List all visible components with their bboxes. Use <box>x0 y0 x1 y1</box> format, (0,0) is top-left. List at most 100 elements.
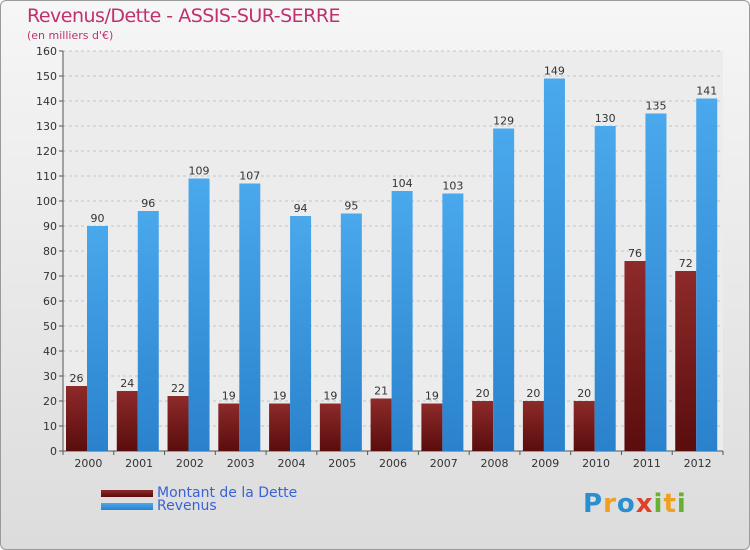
chart-subtitle: (en milliers d'€) <box>27 29 114 42</box>
data-label-debt: 72 <box>679 257 693 270</box>
axes: 0 10 20 30 40 50 60 70 80 90 100 110 120 130 140 150 160… <box>36 45 724 470</box>
bar-revenus <box>594 126 616 451</box>
data-label-revenus: 135 <box>645 100 666 113</box>
bar-debt <box>573 401 595 451</box>
bar-debt <box>675 271 697 451</box>
legend-swatch-debt <box>101 490 153 497</box>
chart-title: Revenus/Dette - ASSIS-SUR-SERRE <box>27 5 341 27</box>
y-tick-label: 160 <box>36 45 57 58</box>
x-tick-label: 2008 <box>481 457 509 470</box>
bar-debt <box>472 401 494 451</box>
x-tick-label: 2007 <box>430 457 458 470</box>
bar-debt <box>66 386 87 451</box>
x-tick-label: 2012 <box>684 457 712 470</box>
y-tick-label: 60 <box>43 295 57 308</box>
x-tick-label: 2005 <box>328 457 356 470</box>
data-label-revenus: 107 <box>239 170 260 183</box>
y-tick-label: 130 <box>36 120 57 133</box>
proxiti-logo: Proxiti <box>583 489 687 519</box>
y-tick-label: 120 <box>36 145 57 158</box>
bar-revenus <box>188 178 210 451</box>
y-tick-label: 0 <box>50 445 57 458</box>
x-tick-label: 2000 <box>74 457 102 470</box>
bar-revenus <box>442 193 464 451</box>
bar-revenus <box>137 211 159 451</box>
data-label-debt: 21 <box>374 385 388 398</box>
bar-revenus <box>290 216 312 451</box>
data-label-debt: 26 <box>70 372 84 385</box>
y-tick-label: 100 <box>36 195 57 208</box>
bar-revenus <box>645 113 667 451</box>
x-tick-label: 2006 <box>379 457 407 470</box>
x-tick-label: 2011 <box>633 457 661 470</box>
y-tick-label: 20 <box>43 395 57 408</box>
bar-revenus <box>493 128 515 451</box>
x-tick-label: 2003 <box>227 457 255 470</box>
bar-debt <box>421 403 443 451</box>
logo-letter: P <box>583 489 604 519</box>
bar-debt <box>319 403 341 451</box>
bar-debt <box>522 401 544 451</box>
bar-debt <box>116 391 138 451</box>
y-tick-label: 110 <box>36 170 57 183</box>
logo-letter: x <box>635 489 654 519</box>
x-tick-label: 2004 <box>277 457 305 470</box>
y-tick-label: 10 <box>43 420 57 433</box>
legend-label-revenus: Revenus <box>157 498 217 514</box>
logo-letter: i <box>676 489 687 519</box>
x-tick-label: 2010 <box>582 457 610 470</box>
data-label-debt: 20 <box>476 387 490 400</box>
data-label-revenus: 94 <box>294 202 308 215</box>
data-label-revenus: 109 <box>189 165 210 178</box>
y-tick-label: 30 <box>43 370 57 383</box>
data-label-debt: 19 <box>425 390 439 403</box>
logo-letter: i <box>653 489 664 519</box>
bar-debt <box>218 403 240 451</box>
data-label-debt: 19 <box>323 390 337 403</box>
bar-debt <box>167 396 189 451</box>
y-tick-label: 150 <box>36 70 57 83</box>
y-tick-label: 140 <box>36 95 57 108</box>
bar-revenus <box>391 191 413 451</box>
data-label-revenus: 149 <box>544 65 565 78</box>
bar-revenus <box>87 226 108 451</box>
bar-revenus <box>239 183 261 451</box>
legend-swatch-revenus <box>101 503 153 510</box>
data-label-revenus: 104 <box>392 177 413 190</box>
logo-letter: t <box>663 489 677 519</box>
data-label-debt: 22 <box>171 382 185 395</box>
bar-debt <box>370 398 392 451</box>
data-label-debt: 20 <box>526 387 540 400</box>
data-label-revenus: 90 <box>91 212 105 225</box>
legend-label-debt: Montant de la Dette <box>157 485 298 501</box>
bar-debt <box>624 261 646 451</box>
bar-revenus <box>340 213 362 451</box>
logo-letter: o <box>616 489 636 519</box>
data-labels: 26 90 24 96 22 109 19 107 19 94 19 95 21 104 19 103 20 12… <box>70 65 718 403</box>
data-label-debt: 19 <box>273 390 287 403</box>
data-label-revenus: 129 <box>493 115 514 128</box>
bar-revenus <box>543 78 565 451</box>
data-label-revenus: 95 <box>344 200 358 213</box>
data-label-revenus: 130 <box>595 112 616 125</box>
x-tick-label: 2001 <box>125 457 153 470</box>
y-tick-label: 40 <box>43 345 57 358</box>
x-tick-label: 2009 <box>531 457 559 470</box>
x-tick-label: 2002 <box>176 457 204 470</box>
bar-revenus <box>696 98 718 451</box>
data-label-revenus: 141 <box>696 85 717 98</box>
data-label-debt: 76 <box>628 247 642 260</box>
bar-debt <box>269 403 291 451</box>
data-label-debt: 24 <box>120 377 134 390</box>
logo-letter: r <box>603 489 617 519</box>
y-tick-label: 50 <box>43 320 57 333</box>
data-label-debt: 19 <box>222 390 236 403</box>
y-tick-label: 90 <box>43 220 57 233</box>
data-label-debt: 20 <box>577 387 591 400</box>
y-tick-label: 80 <box>43 245 57 258</box>
data-label-revenus: 96 <box>141 197 155 210</box>
bars <box>66 78 718 451</box>
y-tick-label: 70 <box>43 270 57 283</box>
